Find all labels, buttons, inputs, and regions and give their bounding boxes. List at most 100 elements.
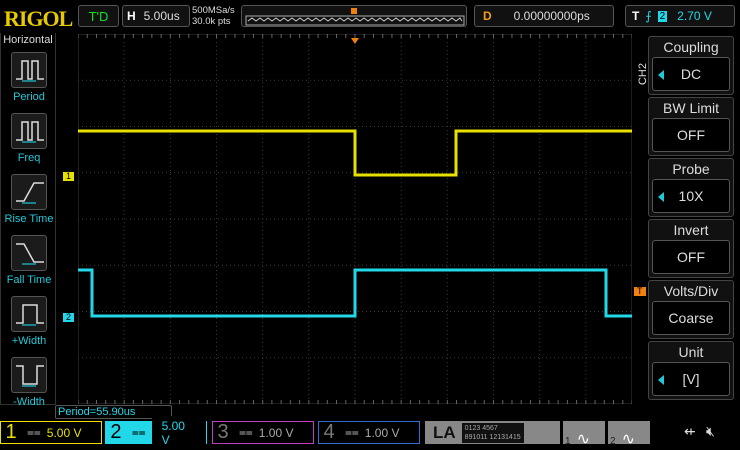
la-row2: 891011 12131415 xyxy=(464,433,521,441)
menu-value[interactable]: Coarse xyxy=(652,301,730,335)
menu-volts-div[interactable]: Volts/Div Coarse xyxy=(648,280,734,339)
menu-value[interactable]: 10X xyxy=(652,179,730,213)
menu-bw-limit[interactable]: BW Limit OFF xyxy=(648,97,734,156)
menu-value-text: DC xyxy=(680,66,702,82)
pos-width-button[interactable] xyxy=(11,296,47,332)
pos-width-icon xyxy=(16,304,44,326)
neg-width-button[interactable] xyxy=(11,357,47,393)
channel-scale: 5.00 V xyxy=(46,425,82,440)
menu-item-label: Period xyxy=(13,91,45,103)
channel-3-button[interactable]: 3 ⩵ 1.00 V xyxy=(212,421,314,444)
menu-item-label: +Width xyxy=(11,335,47,347)
menu-item-label: Freq xyxy=(17,152,41,164)
trigger-label: T xyxy=(632,9,640,23)
h-label: H xyxy=(127,9,136,23)
fall-time-icon xyxy=(16,243,44,265)
menu-value-text: 10X xyxy=(678,188,704,204)
trigger-source: 2 xyxy=(657,10,668,22)
menu-item-label: -Width xyxy=(13,396,45,408)
menu-label: BW Limit xyxy=(663,100,719,116)
arrow-left-icon xyxy=(658,70,664,80)
menu-value-text: Coarse xyxy=(668,310,714,326)
ch1-marker[interactable]: 1 xyxy=(63,172,75,181)
trigger-level-marker[interactable]: T xyxy=(634,287,646,296)
menu-unit[interactable]: Unit [V] xyxy=(648,341,734,400)
menu-label: Invert xyxy=(673,222,709,238)
delay-box[interactable]: D 0.00000000ps xyxy=(474,5,614,27)
channel-2-button[interactable]: 2 ⩵ 5.00 V xyxy=(105,415,207,450)
menu-value[interactable]: DC xyxy=(652,57,730,91)
menu-label: Unit xyxy=(678,344,704,360)
dc-coupling-icon: ⩵ xyxy=(131,425,146,439)
mute-icon[interactable]: 🔇︎ xyxy=(706,423,715,439)
measurement-readout: Period=55.90us xyxy=(55,405,172,419)
menu-label: Probe xyxy=(672,161,710,177)
timebase-box[interactable]: H 5.00us xyxy=(122,5,190,27)
sample-rate: 500MSa/s xyxy=(192,5,235,16)
gen2-button[interactable]: 2 ∿ xyxy=(608,421,650,448)
rising-edge-icon: ⨍ xyxy=(645,9,652,23)
menu-label: Coupling xyxy=(663,39,719,55)
gen2-label: 2 xyxy=(610,436,616,447)
ch1-waveform xyxy=(78,129,632,177)
horizontal-menu: Horizontal xyxy=(0,33,56,405)
trigger-level: 2.70 V xyxy=(677,9,712,23)
menu-value[interactable]: [V] xyxy=(652,362,730,396)
channel-number: 1 xyxy=(5,421,17,443)
la-label: LA xyxy=(433,422,456,442)
delay-value: 0.00000000ps xyxy=(513,9,590,23)
freq-icon xyxy=(16,121,44,143)
menu-coupling[interactable]: Coupling DC xyxy=(648,36,734,95)
channel-4-button[interactable]: 4 ⩵ 1.00 V xyxy=(318,421,420,444)
channel-number: 2 xyxy=(110,421,122,443)
waveform-grid[interactable] xyxy=(78,34,632,404)
ch2-waveform xyxy=(78,268,632,318)
trigger-box[interactable]: T ⨍ 2 2.70 V xyxy=(625,5,735,27)
delay-label: D xyxy=(483,9,492,23)
menu-value-text: OFF xyxy=(677,127,705,143)
menu-value[interactable]: OFF xyxy=(652,118,730,152)
memory-depth: 30.0k pts xyxy=(192,16,231,27)
gen1-button[interactable]: 1 ∿ xyxy=(563,421,605,448)
ch2-marker[interactable]: 2 xyxy=(63,313,75,322)
arrow-left-icon xyxy=(658,192,664,202)
dc-coupling-icon: ⩵ xyxy=(345,425,359,439)
neg-width-icon xyxy=(16,365,44,387)
menu-item-label: Rise Time xyxy=(4,213,54,225)
gen1-label: 1 xyxy=(565,436,571,447)
menu-invert[interactable]: Invert OFF xyxy=(648,219,734,278)
la-row1: 0123 4567 xyxy=(464,424,498,432)
rigol-logo: RIGOL xyxy=(4,6,73,31)
dc-coupling-icon: ⩵ xyxy=(239,425,253,439)
sine-icon: ∿ xyxy=(621,431,635,448)
arrow-left-icon xyxy=(658,375,664,385)
menu-value-text: [V] xyxy=(682,371,700,387)
timebase-value: 5.00us xyxy=(143,9,180,23)
menu-item-label: Fall Time xyxy=(6,274,52,286)
channel-scale: 1.00 V xyxy=(364,425,400,440)
freq-button[interactable] xyxy=(11,113,47,149)
channel-scale: 1.00 V xyxy=(258,425,294,440)
channel-number: 4 xyxy=(323,421,335,443)
la-button[interactable]: LA 0123 4567 891011 12131415 xyxy=(425,421,560,444)
menu-title: Horizontal xyxy=(3,34,53,46)
menu-probe[interactable]: Probe 10X xyxy=(648,158,734,217)
sine-icon: ∿ xyxy=(576,431,590,448)
period-icon xyxy=(16,60,44,82)
menu-value[interactable]: OFF xyxy=(652,240,730,274)
trigger-pos-icon xyxy=(351,8,357,14)
usb-icon: ⇷ xyxy=(684,423,696,439)
period-button[interactable] xyxy=(11,52,47,88)
channel-1-button[interactable]: 1 ⩵ 5.00 V xyxy=(0,421,102,444)
dc-coupling-icon: ⩵ xyxy=(27,425,41,439)
menu-value-text: OFF xyxy=(677,249,705,265)
channel-number: 3 xyxy=(217,421,229,443)
waveform-overview[interactable] xyxy=(241,5,467,27)
channel-scale: 5.00 V xyxy=(151,415,206,450)
run-state[interactable]: T'D xyxy=(78,5,119,27)
fall-time-button[interactable] xyxy=(11,235,47,271)
trigger-position-marker xyxy=(351,38,359,44)
overview-wave xyxy=(247,17,463,22)
rise-time-button[interactable] xyxy=(11,174,47,210)
rise-time-icon xyxy=(16,182,44,204)
